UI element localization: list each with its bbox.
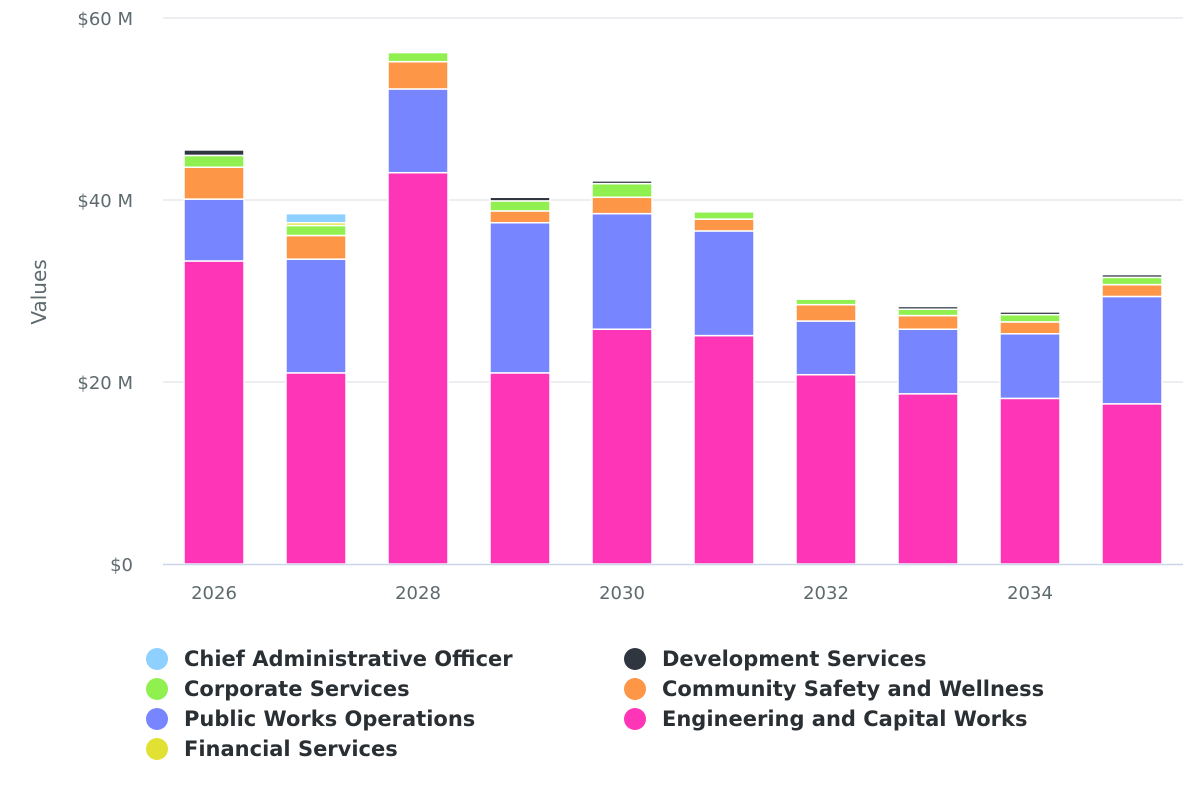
bar-segment[interactable] xyxy=(285,212,347,224)
y-axis-title: Values xyxy=(27,259,51,324)
legend-item[interactable]: Engineering and Capital Works xyxy=(624,704,1102,734)
legend-label: Public Works Operations xyxy=(184,707,476,731)
y-tick-label: $0 xyxy=(110,555,133,576)
bar-stack-2033 xyxy=(897,305,959,565)
bar-segment[interactable] xyxy=(489,200,551,212)
bar-segment[interactable] xyxy=(693,211,755,220)
legend-marker-icon xyxy=(146,708,168,730)
bar-segment[interactable] xyxy=(897,308,959,317)
legend-item[interactable]: Corporate Services xyxy=(146,674,624,704)
legend-marker-icon xyxy=(146,738,168,760)
bar-segment[interactable] xyxy=(1101,273,1163,279)
legend-label: Community Safety and Wellness xyxy=(662,677,1045,701)
bar-segment[interactable] xyxy=(1101,295,1163,405)
bar-stack-2026 xyxy=(183,149,245,565)
legend-label: Financial Services xyxy=(184,737,398,761)
bar-segment[interactable] xyxy=(999,311,1061,316)
x-tick-label: 2028 xyxy=(395,583,441,604)
bar-segment[interactable] xyxy=(897,393,959,565)
legend-label: Chief Administrative Officer xyxy=(184,647,513,671)
bar-segment[interactable] xyxy=(693,230,755,337)
bar-stack-2029 xyxy=(489,196,551,565)
bar-segment[interactable] xyxy=(897,305,959,310)
legend-item[interactable]: Chief Administrative Officer xyxy=(146,644,624,674)
y-axis-ticks: $0 $20 M $40 M $60 M xyxy=(77,9,133,576)
legend-marker-icon xyxy=(624,678,646,700)
bar-segment[interactable] xyxy=(183,149,245,157)
bar-segment[interactable] xyxy=(693,334,755,565)
bar-stack-2032 xyxy=(795,298,857,565)
legend-label: Corporate Services xyxy=(184,677,410,701)
bar-segment[interactable] xyxy=(489,210,551,224)
legend-marker-icon xyxy=(146,678,168,700)
bar-stack-2028 xyxy=(387,51,449,565)
legend-item[interactable]: Development Services xyxy=(624,644,1102,674)
bar-segment[interactable] xyxy=(285,258,347,374)
bar-segment[interactable] xyxy=(693,218,755,232)
bar-segment[interactable] xyxy=(591,180,653,185)
legend-item[interactable]: Public Works Operations xyxy=(146,704,624,734)
legend: Chief Administrative Officer Development … xyxy=(146,644,1106,764)
bar-segment[interactable] xyxy=(999,313,1061,323)
legend-item[interactable]: Community Safety and Wellness xyxy=(624,674,1102,704)
bar-segment[interactable] xyxy=(489,196,551,202)
bar-stack-2027 xyxy=(285,212,347,565)
y-tick-label: $20 M xyxy=(77,373,133,394)
bar-stack-2031 xyxy=(693,211,755,565)
bar-segment[interactable] xyxy=(591,196,653,215)
legend-item[interactable]: Financial Services xyxy=(146,734,624,764)
bar-segment[interactable] xyxy=(285,372,347,565)
bar-segment[interactable] xyxy=(387,51,449,63)
stacked-bar-chart: $0 $20 M $40 M $60 M Values 2026 2028 2030 203… xyxy=(27,9,1183,604)
bar-segment[interactable] xyxy=(897,314,959,330)
legend-marker-icon xyxy=(624,708,646,730)
bar-segment[interactable] xyxy=(489,372,551,565)
bar-segment[interactable] xyxy=(387,88,449,174)
bar-segment[interactable] xyxy=(1101,276,1163,286)
bar-stack-2034 xyxy=(999,311,1061,565)
bar-segment[interactable] xyxy=(795,298,857,306)
bar-segment[interactable] xyxy=(999,333,1061,400)
y-tick-label: $40 M xyxy=(77,191,133,212)
bar-segment[interactable] xyxy=(999,321,1061,335)
bar-segment[interactable] xyxy=(285,224,347,237)
bar-stack-2035 xyxy=(1101,273,1163,565)
bar-segment[interactable] xyxy=(1101,283,1163,298)
legend-marker-icon xyxy=(146,648,168,670)
x-axis-ticks: 2026 2028 2030 2032 2034 xyxy=(191,583,1053,604)
bar-segment[interactable] xyxy=(183,260,245,565)
legend-label: Engineering and Capital Works xyxy=(662,707,1028,731)
bar-segment[interactable] xyxy=(795,373,857,565)
bar-segment[interactable] xyxy=(999,397,1061,565)
bar-segment[interactable] xyxy=(897,328,959,395)
bar-segment[interactable] xyxy=(489,222,551,374)
bar-segment[interactable] xyxy=(183,198,245,262)
bar-segment[interactable] xyxy=(387,171,449,565)
bar-segment[interactable] xyxy=(591,212,653,330)
bar-segment[interactable] xyxy=(183,166,245,200)
bar-segment[interactable] xyxy=(285,234,347,260)
x-tick-label: 2034 xyxy=(1007,583,1053,604)
bar-segment[interactable] xyxy=(795,303,857,322)
bar-segment[interactable] xyxy=(1101,403,1163,565)
bar-segment[interactable] xyxy=(183,154,245,168)
y-tick-label: $60 M xyxy=(77,9,133,30)
x-tick-label: 2030 xyxy=(599,583,645,604)
bar-segment[interactable] xyxy=(387,60,449,90)
bar-segment[interactable] xyxy=(795,320,857,376)
bars xyxy=(183,51,1163,565)
bar-segment[interactable] xyxy=(591,328,653,565)
bar-segment[interactable] xyxy=(591,182,653,199)
legend-marker-icon xyxy=(624,648,646,670)
x-tick-label: 2026 xyxy=(191,583,237,604)
x-tick-label: 2032 xyxy=(803,583,849,604)
legend-label: Development Services xyxy=(662,647,927,671)
bar-stack-2030 xyxy=(591,180,653,565)
